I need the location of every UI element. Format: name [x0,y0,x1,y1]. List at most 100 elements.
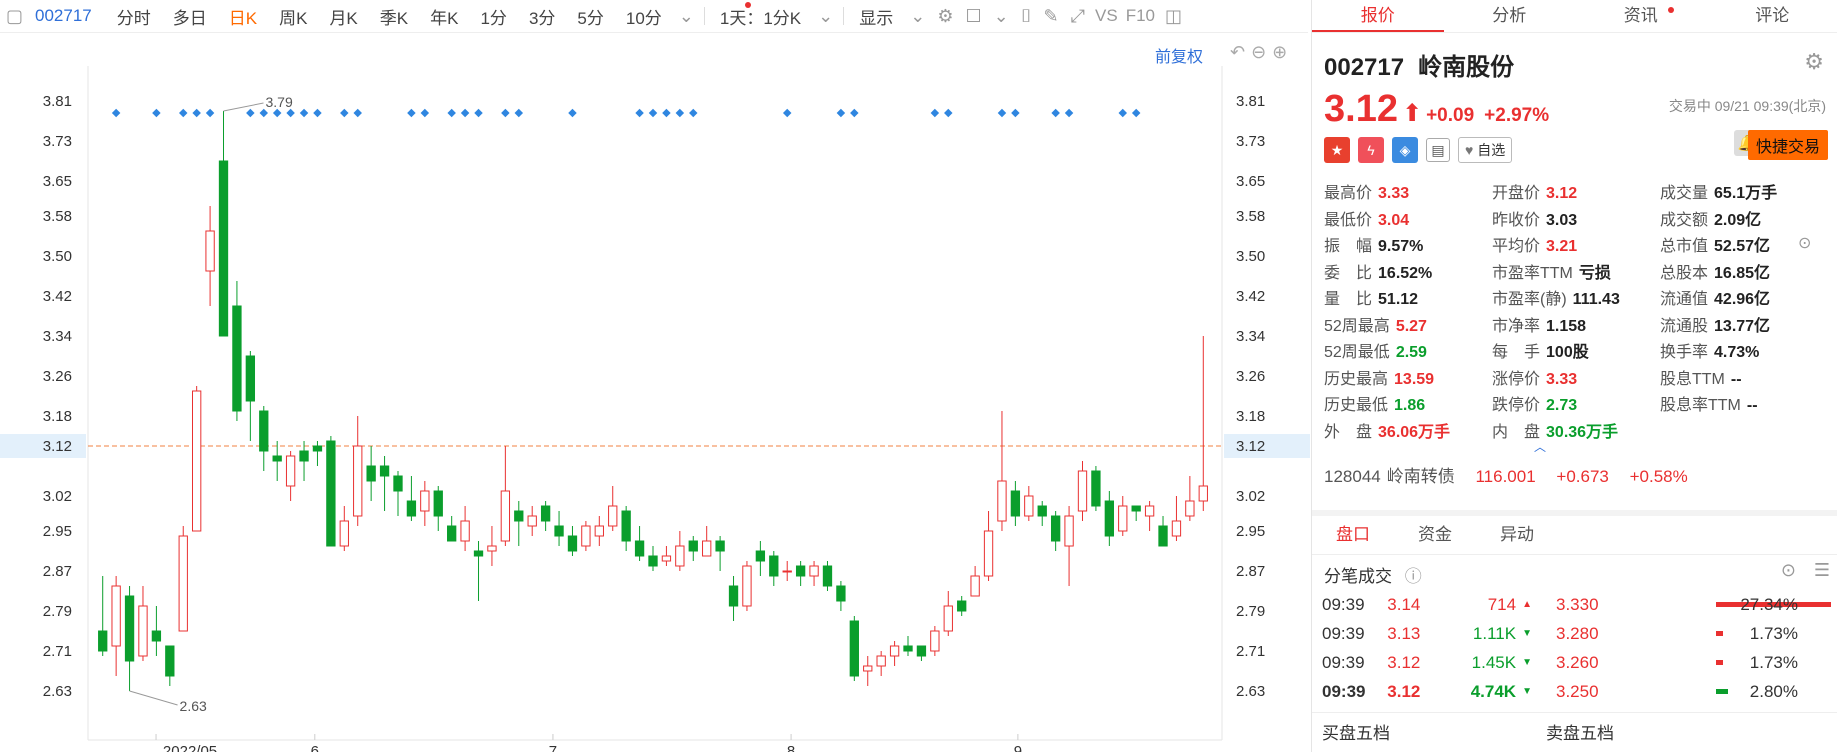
panel-tab-3[interactable]: 评论 [1707,0,1837,32]
event-marker-icon[interactable] [998,109,1006,117]
vs-button[interactable]: VS [1091,6,1122,26]
display-menu[interactable]: 显示 [848,4,904,29]
candle[interactable] [864,656,872,686]
list-icon[interactable]: ☰ [1814,560,1830,581]
candle[interactable] [810,561,818,586]
period-tab-3[interactable]: 周K [268,4,318,29]
candle[interactable] [286,451,294,501]
chevron-down-icon[interactable]: ⌄ [904,6,931,27]
event-marker-icon[interactable] [662,109,670,117]
candle[interactable] [1025,486,1033,521]
event-marker-icon[interactable] [407,109,415,117]
candle[interactable] [421,481,429,526]
period-tab-10[interactable]: 10分 [615,4,673,29]
event-marker-icon[interactable] [850,109,858,117]
event-marker-icon[interactable] [689,109,697,117]
candle[interactable] [703,526,711,556]
event-marker-icon[interactable] [300,109,308,117]
candle[interactable] [850,616,858,681]
candle[interactable] [99,576,107,656]
candle[interactable] [206,206,214,306]
candle[interactable] [756,541,764,576]
candle[interactable] [434,486,442,531]
candle[interactable] [622,506,630,551]
event-marker-icon[interactable] [1051,109,1059,117]
period-tab-1[interactable]: 多日 [162,4,218,29]
period-tab-0[interactable]: 分时 [106,4,162,29]
candle[interactable] [394,471,402,516]
candle[interactable] [300,441,308,481]
candle[interactable] [676,531,684,571]
candle[interactable] [609,486,617,531]
candle[interactable] [904,636,912,656]
candle[interactable] [582,521,590,551]
tag-icon[interactable]: ◈ [1392,137,1418,163]
candle[interactable] [649,546,657,571]
sub-tab-1[interactable]: 资金 [1394,516,1476,554]
event-marker-icon[interactable] [260,109,268,117]
candle[interactable] [528,506,536,536]
panel-tab-0[interactable]: 报价 [1312,0,1444,32]
event-marker-icon[interactable] [837,109,845,117]
candle[interactable] [112,576,120,676]
candle[interactable] [958,596,966,616]
event-marker-icon[interactable] [421,109,429,117]
candle[interactable] [1186,476,1194,521]
candle[interactable] [783,561,791,581]
candle[interactable] [1172,496,1180,541]
event-marker-icon[interactable] [447,109,455,117]
candle[interactable] [823,561,831,591]
event-marker-icon[interactable] [179,109,187,117]
event-marker-icon[interactable] [246,109,254,117]
fullscreen-icon[interactable]: ⤢ [1065,6,1091,27]
event-marker-icon[interactable] [286,109,294,117]
candle[interactable] [1132,506,1140,521]
candle[interactable] [917,646,925,661]
lightning-icon[interactable]: ϟ [1358,137,1384,163]
info-icon[interactable]: ⓘ [1405,567,1422,586]
period-tab-4[interactable]: 月K [318,4,368,29]
candle[interactable] [340,506,348,551]
period-tab-9[interactable]: 5分 [566,4,614,29]
candle[interactable] [1011,481,1019,526]
event-marker-icon[interactable] [461,109,469,117]
candle[interactable] [1199,336,1207,511]
candle[interactable] [515,501,523,546]
candle[interactable] [193,386,201,531]
event-marker-icon[interactable] [1119,109,1127,117]
candle[interactable] [1065,506,1073,586]
camera-icon[interactable]: ⌷ [1015,6,1038,27]
gear-icon[interactable]: ⚙ [931,6,959,27]
sub-tab-0[interactable]: 盘口 [1312,516,1394,554]
candle[interactable] [1078,461,1086,521]
event-marker-icon[interactable] [568,109,576,117]
candle[interactable] [729,576,737,621]
candle[interactable] [1119,496,1127,536]
event-marker-icon[interactable] [340,109,348,117]
sub-tab-2[interactable]: 异动 [1476,516,1558,554]
event-marker-icon[interactable] [944,109,952,117]
candle[interactable] [877,651,885,676]
chevron-down-icon[interactable]: ⌄ [812,6,839,27]
event-marker-icon[interactable] [313,109,321,117]
event-marker-icon[interactable] [783,109,791,117]
add-favorite-button[interactable]: ♥ 自选 [1458,137,1512,163]
more-options-icon[interactable]: ⊙ [1781,560,1796,581]
chevron-down-icon[interactable]: ⌄ [673,6,700,27]
event-marker-icon[interactable] [649,109,657,117]
candle[interactable] [407,476,415,521]
candle[interactable] [1038,501,1046,526]
candle[interactable] [219,111,227,336]
candle[interactable] [1092,466,1100,511]
period-tab-5[interactable]: 季K [369,4,419,29]
candle[interactable] [488,526,496,566]
candle[interactable] [448,516,456,541]
candle[interactable] [166,646,174,686]
candle[interactable] [689,536,697,561]
event-marker-icon[interactable] [152,109,160,117]
candle[interactable] [944,591,952,636]
event-marker-icon[interactable] [353,109,361,117]
candle[interactable] [139,586,147,661]
candle[interactable] [998,411,1006,531]
